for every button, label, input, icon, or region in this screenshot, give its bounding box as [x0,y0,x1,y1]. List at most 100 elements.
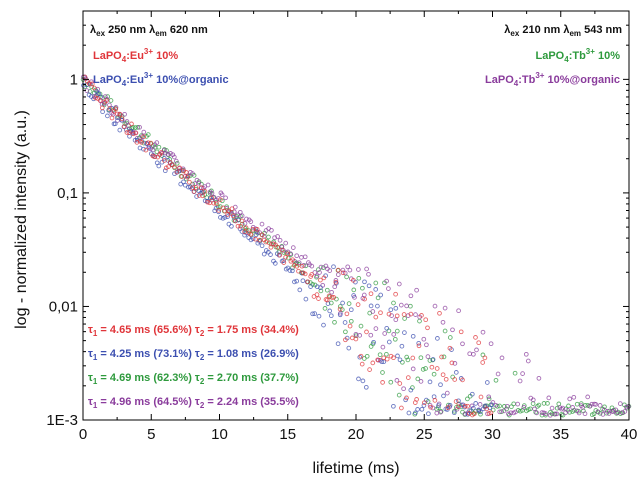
data-point [408,293,414,299]
data-point [432,303,438,309]
x-tick-label: 25 [416,426,433,443]
data-point [470,405,476,411]
data-point [194,194,199,199]
bound-text: :Eu [126,74,144,86]
data-point [314,292,320,297]
y-tick-label: 1E-3 [46,412,78,429]
data-point [366,271,371,277]
data-point [294,278,300,284]
data-point [127,133,132,139]
data-point [458,329,464,335]
data-point [462,403,468,409]
data-point [416,343,422,349]
data-point [310,311,315,317]
data-point [229,223,234,229]
data-point [277,252,283,258]
data-point [456,398,461,404]
data-point [617,401,623,406]
data-point [554,411,560,417]
y-tick-label: 0,01 [49,298,78,315]
data-point [302,254,308,260]
data-point [108,98,114,103]
data-point [442,305,448,311]
data-point [379,359,385,365]
data-point [329,289,334,295]
data-point [217,197,223,203]
data-point [429,364,435,370]
data-point [543,411,548,416]
data-point [345,264,351,270]
x-tick-label: 35 [552,426,569,443]
bound-text: 4 [122,79,127,88]
data-point [602,404,607,410]
data-point [398,302,404,308]
data-point [486,396,492,402]
data-point [549,405,555,411]
data-point [356,376,361,382]
x-tick-label: 30 [484,426,501,443]
data-point [391,403,396,409]
data-point [318,285,323,290]
data-point [135,125,141,130]
data-point [113,105,119,110]
data-point [511,401,517,407]
bound-text: 3+ [586,47,595,56]
data-point [399,405,404,411]
data-point [480,329,486,335]
data-point [545,401,550,406]
data-point [436,403,441,408]
data-point [134,137,140,143]
bound-text: :Tb [569,50,586,62]
data-point [391,332,397,337]
data-point [179,174,185,179]
lifetime-annotation-3: τ1 = 4.96 ms (64.5%) τ2 = 2.24 ms (35.5%… [88,396,299,410]
data-point [443,376,449,382]
data-point [331,295,337,300]
data-point [434,366,440,371]
data-point [456,308,461,314]
data-point [132,125,138,130]
data-point [174,169,180,175]
data-point [413,410,418,416]
data-point [259,232,265,238]
data-point [214,201,219,207]
x-tick-label: 40 [621,426,637,443]
data-point [410,355,416,361]
bound-text: 1.08 ms (26.9%) [217,348,299,360]
data-point [378,292,384,298]
data-point [536,402,542,408]
data-point [364,266,369,272]
data-point [308,284,313,289]
data-point [378,310,383,316]
data-point [358,353,364,359]
data-point [202,188,208,194]
data-point [163,165,169,171]
data-point [312,311,318,316]
data-point [347,323,353,329]
data-point [104,98,109,104]
data-point [189,186,195,192]
data-point [318,288,324,294]
data-point [242,229,247,235]
data-point [418,379,424,384]
data-point [191,189,197,194]
excitation-label-left: λex 250 nm λem 620 nm [90,24,208,38]
data-point [489,402,495,408]
data-point [337,312,343,318]
data-point [391,300,396,306]
data-point [229,206,235,212]
data-point [499,409,504,414]
data-point [261,251,267,257]
data-point [375,295,381,301]
data-point [380,370,385,375]
data-point [332,319,337,325]
data-point [477,402,483,407]
data-point [254,229,260,235]
data-point [342,270,348,276]
data-point [152,154,157,160]
data-point [490,400,496,405]
data-point [269,227,274,233]
data-point [453,370,459,375]
data-point [439,354,444,360]
data-point [268,244,274,250]
